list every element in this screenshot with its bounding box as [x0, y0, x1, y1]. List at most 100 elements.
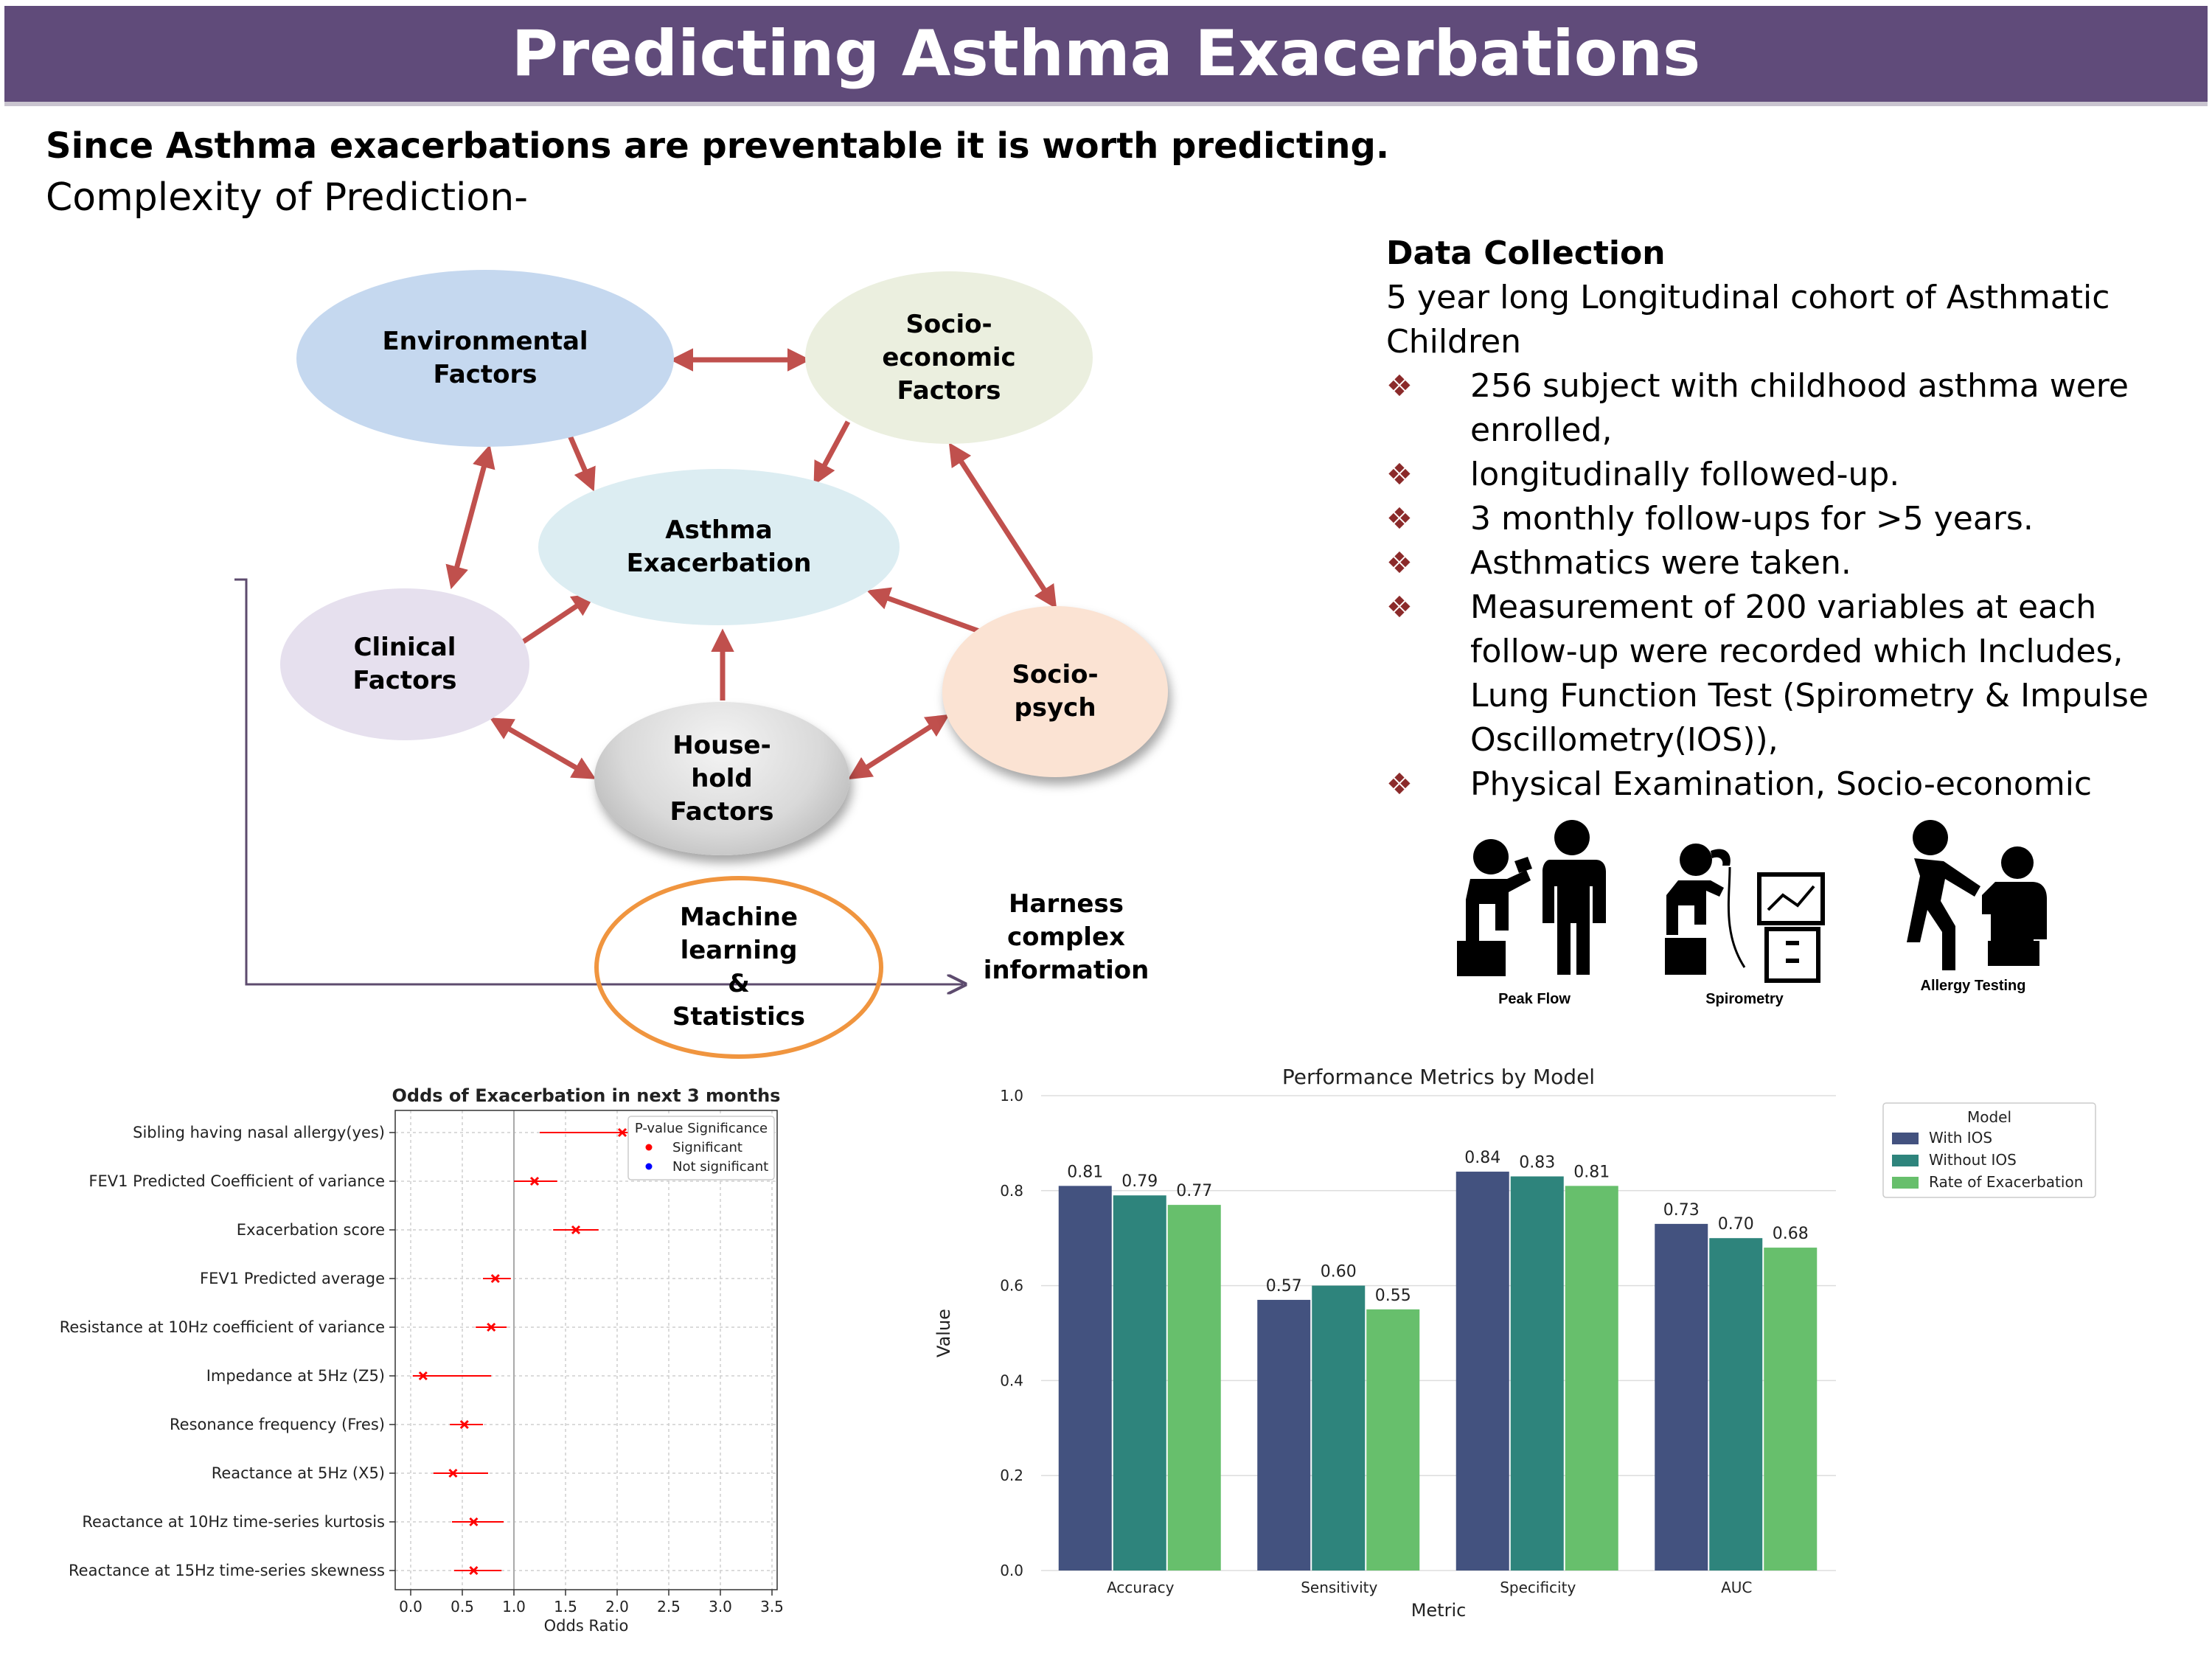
bar-value-label: 0.55: [1375, 1287, 1411, 1305]
x-axis-label: Metric: [1411, 1600, 1467, 1621]
bullet-line: Oscillometry(IOS)),: [1470, 721, 1778, 759]
bar-value-label: 0.81: [1067, 1163, 1103, 1181]
legend-swatch: [1892, 1177, 1919, 1189]
legend-marker: [645, 1163, 653, 1170]
performance-bar-chart: Performance Metrics by Model 0.0 0.2 0.4 0.6…: [933, 1065, 2096, 1621]
asthma-label: Asthma Exacerbation: [626, 515, 812, 578]
arrow-env-asthma: [565, 429, 596, 492]
x-tick-label: Specificity: [1500, 1579, 1576, 1596]
arrow-socioeco-socpsych: [948, 442, 1057, 609]
bar: [1764, 1248, 1818, 1571]
legend-box: [1882, 1102, 2096, 1198]
bar: [1510, 1176, 1564, 1571]
x-tick-label: Accuracy: [1107, 1579, 1174, 1596]
allergy-testing-label: Allergy Testing: [1920, 978, 2026, 994]
data-collection-intro: 5 year long Longitudinal cohort of Asthm…: [1386, 276, 2110, 364]
bullet-line: enrolled,: [1470, 411, 1613, 449]
bar-value-label: 0.81: [1573, 1163, 1610, 1181]
arrow-socioeco-asthma: [813, 420, 851, 486]
arrow-household-socpsych: [848, 714, 950, 780]
bullet-icon: ❖: [1386, 768, 1413, 801]
bar: [1455, 1172, 1509, 1571]
clinical-factors-node: Clinical Factors: [280, 588, 529, 740]
y-tick-label: Reactance at 15Hz time-series skewness: [69, 1562, 385, 1579]
socioeconomic-factors-node: Socio-economic Factors: [805, 271, 1093, 444]
bar: [1312, 1285, 1366, 1571]
bar-value-label: 0.77: [1176, 1182, 1212, 1200]
legend-box: [627, 1116, 775, 1180]
bar: [1655, 1223, 1708, 1571]
sociopsych-label: Socio-psych: [1012, 660, 1099, 723]
y-tick-label: FEV1 Predicted average: [200, 1270, 385, 1287]
y-tick-label: Impedance at 5Hz (Z5): [206, 1367, 385, 1385]
spirometry-label: Spirometry: [1705, 991, 1784, 1007]
x-tick-label: 2.5: [657, 1598, 681, 1615]
forest-title: Odds of Exacerbation in next 3 months: [392, 1085, 781, 1106]
socioeconomic-label: Socio-economic Factors: [882, 309, 1016, 406]
bullet-line: Asthmatics were taken.: [1470, 544, 1851, 582]
x-tick-label: 0.5: [451, 1598, 474, 1615]
y-tick-label: Exacerbation score: [237, 1221, 385, 1239]
bar: [1257, 1299, 1311, 1571]
odds-ratio-point: [529, 1176, 540, 1186]
x-tick-label: 1.5: [554, 1598, 577, 1615]
arrow-clinical-household: [489, 717, 597, 779]
y-tick-label: Reactance at 5Hz (X5): [212, 1464, 385, 1482]
household-factors-node: House-hold Factors: [594, 702, 849, 855]
subtitle: Complexity of Prediction-: [46, 175, 528, 220]
bullet-text: longitudinally followed-up.: [1470, 453, 1899, 497]
y-tick-label: Sibling having nasal allergy(yes): [133, 1124, 385, 1141]
bullet-line: Measurement of 200 variables at each: [1470, 588, 2097, 626]
harness-label: Harness complex information: [983, 889, 1150, 985]
ml-label: Machine learning & Statistics: [672, 902, 806, 1032]
odds-ratio-point: [459, 1419, 469, 1430]
y-tick-label: FEV1 Predicted Coefficient of variance: [88, 1172, 385, 1190]
legend-label: Rate of Exacerbation: [1929, 1173, 2083, 1191]
y-tick-label: Resonance frequency (Fres): [170, 1416, 385, 1433]
odds-ratio-point: [571, 1225, 581, 1235]
bullet-line: longitudinally followed-up.: [1470, 456, 1900, 493]
bullet-icon: ❖: [1386, 458, 1413, 492]
bar: [1565, 1186, 1618, 1571]
y-tick-label: 0.4: [1000, 1371, 1023, 1389]
arrow-clinical-asthma: [518, 593, 596, 647]
peak-flow-label: Peak Flow: [1498, 991, 1571, 1007]
environmental-factors-node-label: Environmental Factors: [382, 327, 588, 389]
odds-ratio-point: [487, 1322, 496, 1332]
plot-frame: [394, 1110, 778, 1590]
y-tick-label: 0.2: [1000, 1467, 1023, 1484]
peak-flow-icon: [1457, 820, 1606, 976]
legend-label: Without IOS: [1929, 1151, 2017, 1169]
odds-ratio-point: [418, 1371, 428, 1381]
bar-value-label: 0.57: [1266, 1277, 1302, 1295]
bullet-text: 256 subject with childhood asthma were en…: [1470, 364, 2129, 453]
legend-swatch: [1892, 1155, 1919, 1166]
x-tick-label: 3.0: [709, 1598, 732, 1615]
legend-title: P-value Significance: [635, 1121, 768, 1136]
x-tick-label: 3.5: [760, 1598, 784, 1615]
legend-swatch: [1892, 1133, 1919, 1144]
bar-value-label: 0.83: [1519, 1153, 1555, 1172]
legend-label: Significant: [672, 1140, 742, 1155]
legend-label: With IOS: [1929, 1129, 1992, 1147]
bar-value-label: 0.60: [1321, 1263, 1357, 1281]
bullet-text: Asthmatics were taken.: [1470, 541, 1851, 585]
spirometry-icon: [1665, 844, 1825, 983]
x-tick-label: AUC: [1721, 1579, 1752, 1596]
legend-label: Not significant: [672, 1159, 768, 1175]
odds-ratio-point: [617, 1127, 627, 1138]
y-tick-label: Resistance at 10Hz coefficient of varian…: [60, 1318, 385, 1336]
bullet-icon: ❖: [1386, 546, 1413, 580]
asthma-exacerbation-node: Asthma Exacerbation: [538, 469, 900, 625]
odds-ratio-point: [490, 1273, 500, 1284]
bullet-line: follow-up were recorded which Includes,: [1470, 633, 2124, 670]
clinical-label: Clinical Factors: [352, 633, 457, 695]
bullet-text: Measurement of 200 variables at each foll…: [1470, 585, 2149, 762]
bullet-line: Physical Examination, Socio-economic: [1470, 765, 2093, 803]
environmental-factors-node: Environmental Factors: [296, 270, 674, 447]
subtitle-bold: Since Asthma exacerbations are preventab…: [46, 125, 1390, 167]
x-axis-label: Odds Ratio: [544, 1617, 629, 1635]
bar: [1058, 1186, 1112, 1571]
x-tick-label: 0.0: [399, 1598, 422, 1615]
y-tick-label: Reactance at 10Hz time-series kurtosis: [82, 1513, 385, 1531]
